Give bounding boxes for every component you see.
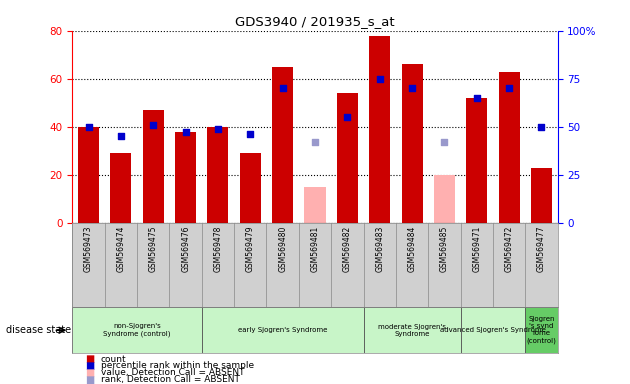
Point [278, 85, 288, 91]
Point [181, 129, 191, 136]
Text: disease state: disease state [6, 325, 71, 335]
Point [213, 126, 223, 132]
Point [375, 76, 385, 82]
Point [504, 85, 514, 91]
Bar [110, 153, 132, 223]
Text: rank, Detection Call = ABSENT: rank, Detection Call = ABSENT [101, 375, 239, 384]
Point [148, 122, 158, 128]
Text: value, Detection Call = ABSENT: value, Detection Call = ABSENT [101, 368, 244, 377]
Text: GSM569474: GSM569474 [117, 225, 125, 272]
Text: GSM569483: GSM569483 [375, 225, 384, 271]
Bar [369, 36, 390, 223]
Text: GSM569480: GSM569480 [278, 225, 287, 271]
Text: GSM569471: GSM569471 [472, 225, 481, 271]
Bar [78, 127, 99, 223]
Point [245, 131, 255, 137]
Text: GSM569481: GSM569481 [311, 225, 319, 271]
Bar [72, 307, 202, 353]
Bar [272, 67, 293, 223]
Point [342, 114, 352, 120]
Bar [304, 187, 326, 223]
Bar [364, 307, 461, 353]
Bar [434, 175, 455, 223]
Bar [531, 167, 552, 223]
Point [84, 124, 94, 130]
Text: GSM569473: GSM569473 [84, 225, 93, 272]
Title: GDS3940 / 201935_s_at: GDS3940 / 201935_s_at [235, 15, 395, 28]
Text: GSM569477: GSM569477 [537, 225, 546, 272]
Bar [240, 153, 261, 223]
Text: ■: ■ [85, 368, 94, 378]
Text: Sjogren
's synd
rome
(control): Sjogren 's synd rome (control) [527, 316, 556, 344]
Text: GSM569485: GSM569485 [440, 225, 449, 271]
Text: advanced Sjogren's Syndrome: advanced Sjogren's Syndrome [440, 327, 546, 333]
Bar [401, 64, 423, 223]
Text: percentile rank within the sample: percentile rank within the sample [101, 361, 254, 371]
Text: early Sjogren's Syndrome: early Sjogren's Syndrome [238, 327, 328, 333]
Point [310, 139, 320, 145]
Text: count: count [101, 354, 127, 364]
Bar [525, 307, 558, 353]
Bar [202, 307, 364, 353]
Bar [337, 93, 358, 223]
Text: GSM569472: GSM569472 [505, 225, 513, 271]
Point [536, 124, 546, 130]
Text: moderate Sjogren's
Syndrome: moderate Sjogren's Syndrome [378, 324, 446, 337]
Text: GSM569476: GSM569476 [181, 225, 190, 272]
Text: GSM569484: GSM569484 [408, 225, 416, 271]
Point [116, 133, 126, 139]
Text: non-Sjogren's
Syndrome (control): non-Sjogren's Syndrome (control) [103, 323, 171, 337]
Point [407, 85, 417, 91]
Bar [143, 110, 164, 223]
Bar [175, 131, 196, 223]
Text: GSM569479: GSM569479 [246, 225, 255, 272]
Point [439, 139, 449, 145]
Text: ■: ■ [85, 354, 94, 364]
Text: ■: ■ [85, 375, 94, 384]
Point [472, 95, 482, 101]
Bar [207, 127, 229, 223]
Text: ■: ■ [85, 361, 94, 371]
Text: GSM569482: GSM569482 [343, 225, 352, 271]
Bar [466, 98, 487, 223]
Bar [498, 71, 520, 223]
Bar [461, 307, 525, 353]
Text: GSM569475: GSM569475 [149, 225, 158, 272]
Text: GSM569478: GSM569478 [214, 225, 222, 271]
